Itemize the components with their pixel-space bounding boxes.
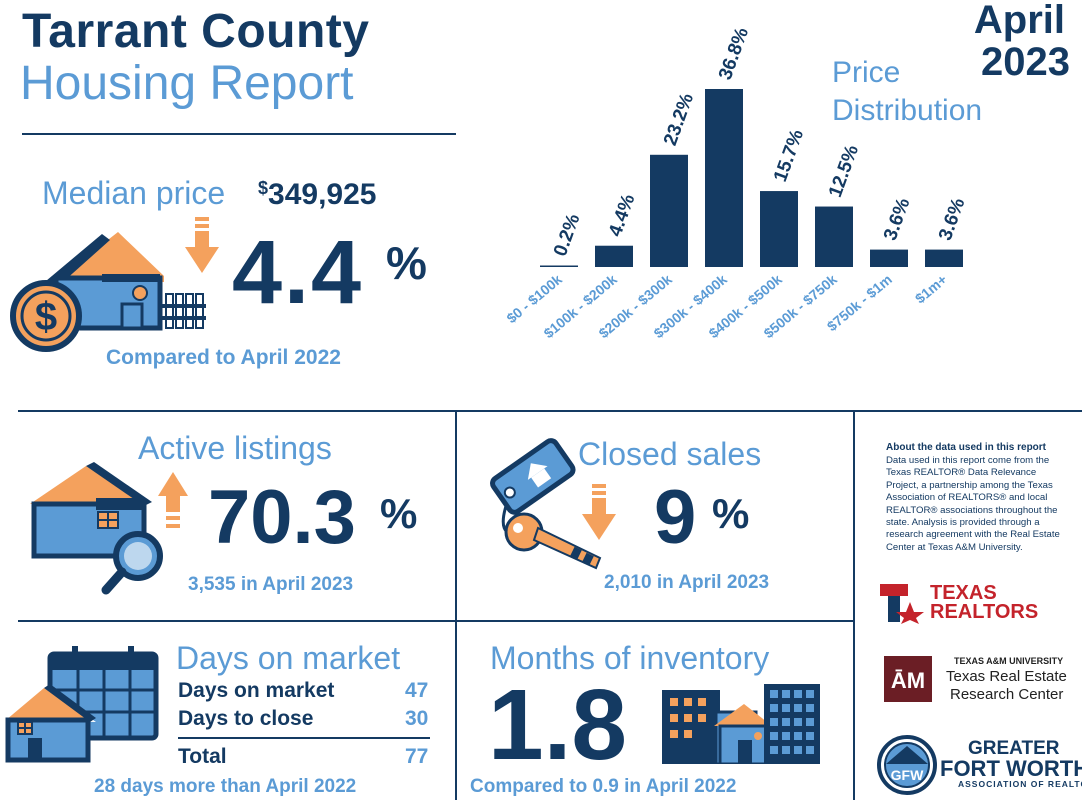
gfw-logo-line1: GREATER: [968, 738, 1060, 759]
price-bar-1: [595, 245, 633, 267]
active-listings-label: Active listings: [138, 430, 332, 466]
price-bar-value-label-6: 3.6%: [880, 195, 915, 243]
days-to-close-row-value: 30: [405, 707, 429, 730]
svg-text:$: $: [35, 295, 57, 339]
gfw-logo-line3: ASSOCIATION OF REALTORS®: [958, 779, 1082, 789]
price-bar-value-label-0: 0.2%: [550, 211, 585, 259]
report-title-line1: Tarrant County: [22, 5, 370, 58]
price-bar-7: [925, 249, 963, 267]
active-listings-change: 70.3: [208, 475, 356, 560]
chart-title-line1: Price: [832, 56, 901, 89]
column-divider-right: [853, 410, 855, 800]
price-bar-0: [540, 265, 578, 267]
arrow-down-icon: [185, 217, 219, 273]
texas-am-logo-line1: TEXAS A&M UNIVERSITY: [954, 656, 1064, 666]
median-price-number: 349,925: [268, 178, 377, 211]
price-category-label-7: $1m+: [912, 271, 950, 307]
price-bar-value-label-1: 4.4%: [605, 191, 640, 239]
texas-realtors-logo-line1: TEXAS: [930, 582, 997, 604]
report-title-line2: Housing Report: [20, 57, 354, 110]
median-price-comparison: Compared to April 2022: [106, 346, 341, 369]
days-on-market-row-label: Days on market: [178, 679, 335, 702]
closed-sales-change-sign: %: [712, 490, 750, 537]
texas-am-logo-line2: Texas Real Estate: [946, 668, 1067, 685]
price-bar-2: [650, 154, 688, 267]
chart-title-line2: Distribution: [832, 94, 983, 127]
price-bar-3: [705, 89, 743, 267]
price-bar-6: [870, 249, 908, 267]
gfw-logo-line2: FORT WORTH: [940, 756, 1082, 781]
closed-sales-change: 9: [654, 475, 697, 560]
months-of-inventory-label: Months of inventory: [490, 640, 770, 676]
price-bar-5: [815, 206, 853, 267]
texas-am-logo-icon: ĀM: [884, 656, 932, 702]
texas-realtors-logo-line2: REALTORS: [930, 601, 1039, 623]
closed-sales-count: 2,010 in April 2023: [604, 572, 770, 593]
house-with-dollar-icon: $: [10, 232, 206, 352]
section-divider-top: [18, 410, 1082, 412]
report-month: April: [973, 0, 1065, 42]
city-buildings-icon: [662, 684, 820, 764]
texas-realtors-logo-icon: [880, 584, 924, 624]
about-data-title: About the data used in this report: [886, 442, 1047, 453]
days-total-label: Total: [178, 745, 227, 768]
key-with-tag-icon: [490, 438, 602, 570]
price-bar-value-label-7: 3.6%: [935, 195, 970, 243]
median-price-change-sign: %: [386, 237, 427, 289]
active-listings-change-sign: %: [380, 490, 418, 537]
texas-am-logo-line3: Research Center: [950, 686, 1064, 703]
about-data-body: Data used in this report come from the T…: [886, 455, 1060, 553]
days-on-market-comparison: 28 days more than April 2022: [94, 776, 357, 797]
median-price-value: $349,925: [258, 178, 376, 212]
calendar-and-house-icon: [2, 646, 159, 763]
months-of-inventory-comparison: Compared to 0.9 in April 2022: [470, 776, 737, 797]
days-on-market-label: Days on market: [176, 640, 401, 676]
price-bar-value-label-2: 23.2%: [660, 91, 698, 149]
closed-sales-label: Closed sales: [578, 436, 762, 472]
svg-text:ĀM: ĀM: [891, 668, 925, 693]
title-divider: [22, 133, 456, 135]
days-on-market-row-value: 47: [405, 679, 429, 702]
section-divider-middle: [18, 620, 854, 622]
arrow-up-icon: [158, 472, 188, 528]
active-listings-count: 3,535 in April 2023: [188, 574, 354, 595]
days-total-value: 77: [405, 745, 429, 768]
house-with-magnifier-icon: [30, 462, 163, 595]
column-divider-left: [455, 410, 457, 800]
days-total-divider: [178, 737, 430, 739]
price-bar-4: [760, 191, 798, 267]
price-bar-value-label-4: 15.7%: [770, 127, 808, 185]
median-price-label: Median price: [42, 175, 226, 211]
price-bar-value-label-3: 36.8%: [715, 25, 753, 83]
currency-symbol: $: [258, 178, 269, 198]
gfw-monogram-text: GFW: [891, 767, 924, 783]
months-of-inventory-value: 1.8: [488, 669, 628, 781]
days-to-close-row-label: Days to close: [178, 707, 314, 730]
arrow-down-icon: [582, 484, 616, 540]
median-price-change: 4.4: [232, 223, 364, 323]
greater-fort-worth-logo-icon: GFW: [877, 735, 937, 795]
report-year: 2023: [981, 40, 1070, 84]
price-bar-value-label-5: 12.5%: [825, 142, 863, 200]
